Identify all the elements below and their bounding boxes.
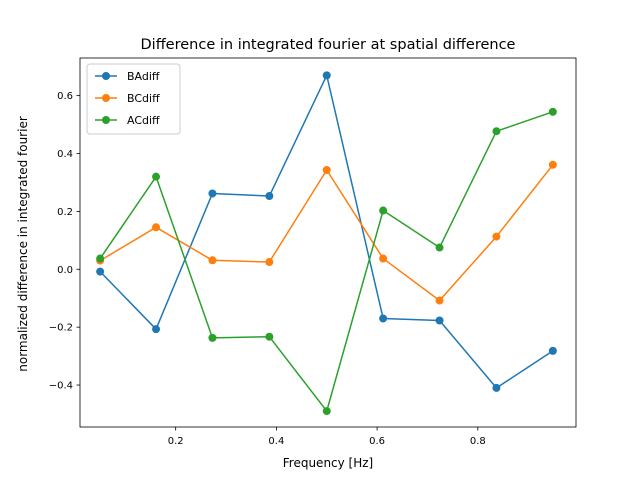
data-point: [152, 325, 161, 334]
y-axis-label: normalized difference in integrated four…: [16, 116, 30, 372]
x-axis-label: Frequency [Hz]: [283, 456, 374, 470]
x-tick-label: 0.4: [268, 436, 284, 447]
data-point: [435, 296, 444, 305]
legend-marker: [102, 94, 110, 102]
legend-label: BCdiff: [127, 92, 160, 105]
data-point: [208, 256, 217, 265]
data-point: [379, 254, 388, 263]
y-tick-label: −0.2: [49, 323, 73, 334]
y-tick-label: −0.4: [49, 381, 73, 392]
y-tick-label: 0.0: [57, 265, 73, 276]
series-BAdiff: [96, 71, 557, 392]
y-tick-label: 0.6: [57, 91, 73, 102]
y-tick-label: 0.2: [57, 207, 73, 218]
data-point: [265, 332, 274, 341]
x-tick-label: 0.6: [369, 436, 385, 447]
legend-item: BCdiff: [95, 92, 160, 105]
data-point: [265, 258, 274, 267]
data-point: [322, 166, 331, 174]
legend-item: BAdiff: [95, 70, 160, 83]
data-point: [152, 172, 161, 181]
plot-area: 0.2 0.4 0.6 0.8 −0.4 −0.2 0.0 0.2 0.4 0.6 BAdiff BC…: [49, 57, 577, 447]
legend-label: BAdiff: [127, 70, 160, 83]
data-point: [96, 267, 105, 276]
data-point: [548, 107, 557, 116]
y-tick-label: 0.4: [57, 149, 73, 160]
legend-box: [86, 63, 181, 135]
data-point: [492, 127, 501, 136]
data-point: [548, 160, 557, 169]
legend-label: ACdiff: [127, 114, 160, 127]
data-point: [265, 192, 274, 201]
data-point: [435, 316, 444, 325]
x-tick-label: 0.2: [168, 436, 184, 447]
legend-marker: [102, 116, 110, 124]
series-BCdiff: [96, 160, 557, 305]
series-ACdiff: [96, 107, 557, 416]
data-point: [322, 407, 331, 416]
legend-item: ACdiff: [95, 114, 160, 127]
data-point: [208, 333, 217, 342]
legend-marker: [102, 72, 110, 80]
data-point: [322, 71, 331, 80]
data-point: [435, 243, 444, 252]
data-point: [96, 254, 105, 263]
axes-frame: [79, 57, 577, 428]
data-point: [208, 189, 217, 198]
chart-title: Difference in integrated fourier at spat…: [141, 37, 516, 53]
data-point: [379, 314, 388, 323]
data-point: [379, 206, 388, 215]
data-point: [548, 346, 557, 355]
x-tick-label: 0.8: [470, 436, 486, 447]
data-point: [492, 232, 501, 241]
legend: BAdiff BCdiff ACdiff: [86, 63, 181, 135]
data-point: [492, 383, 501, 392]
data-point: [152, 223, 161, 232]
